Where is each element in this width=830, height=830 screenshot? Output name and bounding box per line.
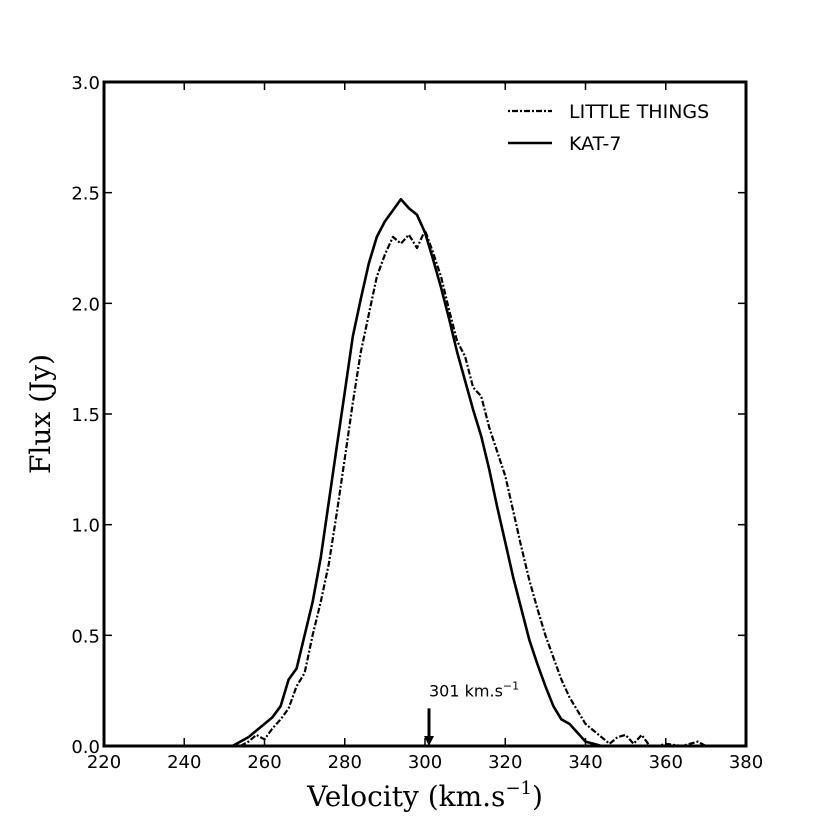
series-line-kat-7 [224, 198, 634, 748]
x-tick-label: 280 [328, 752, 362, 773]
x-tick-label: 360 [649, 752, 683, 773]
plot-frame [102, 80, 748, 748]
y-axis-title: Flux (Jy) [24, 354, 57, 474]
legend-label: LITTLE THINGS [569, 101, 709, 123]
ticks-layer: 220 240 260 280 300 320 340 360 380 0.0 0.5 1.0 1.5 2… [71, 73, 763, 773]
x-tick-label: 340 [568, 752, 602, 773]
series-layer [224, 198, 707, 748]
x-tick-label: 380 [729, 752, 763, 773]
x-tick-label: 320 [488, 752, 522, 773]
x-tick-label: 220 [87, 752, 121, 773]
legend: LITTLE THINGS KAT-7 [508, 101, 709, 155]
y-tick-label: 1.0 [71, 516, 100, 537]
y-tick-label: 0.5 [71, 626, 100, 647]
x-tick-label: 300 [408, 752, 442, 773]
series-line-little-things [224, 229, 707, 748]
y-tick-label: 1.5 [71, 405, 100, 426]
annotation-layer: 301 km.s−1 [424, 679, 519, 746]
y-tick-label: 2.5 [71, 184, 100, 205]
annotation-arrow-head [424, 736, 435, 746]
y-tick-label: 2.0 [71, 294, 100, 315]
x-axis-title: Velocity (km.s−1) [306, 778, 543, 813]
y-tick-label: 0.0 [71, 737, 100, 758]
y-tick-label: 3.0 [71, 73, 100, 94]
x-tick-label: 260 [247, 752, 281, 773]
annotation-label: 301 km.s−1 [429, 679, 519, 700]
x-tick-label: 240 [167, 752, 201, 773]
legend-label: KAT-7 [569, 133, 621, 155]
